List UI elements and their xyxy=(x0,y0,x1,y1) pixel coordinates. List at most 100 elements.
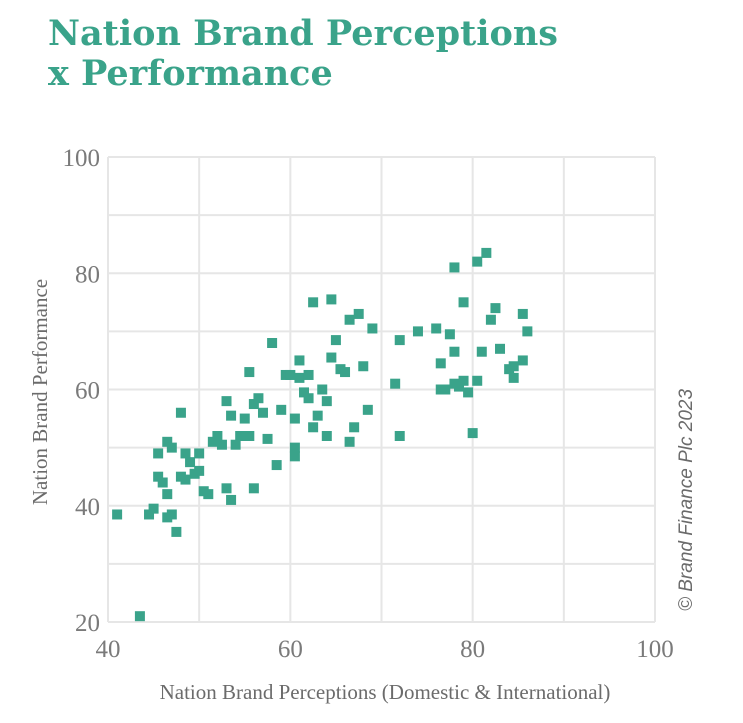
data-point xyxy=(362,404,373,415)
data-point xyxy=(276,404,287,415)
data-point xyxy=(326,352,337,363)
data-point xyxy=(216,439,227,450)
data-point xyxy=(289,451,300,462)
data-point xyxy=(367,323,378,334)
data-point xyxy=(308,297,319,308)
data-point xyxy=(162,436,173,447)
x-tick-label: 80 xyxy=(460,636,485,663)
x-tick-label: 60 xyxy=(278,636,303,663)
data-point xyxy=(194,448,205,459)
data-point xyxy=(481,247,492,258)
chart-title-line-2: x Performance xyxy=(48,53,333,94)
data-point xyxy=(440,384,451,395)
data-point xyxy=(294,355,305,366)
data-point xyxy=(212,431,223,441)
data-point xyxy=(180,474,191,485)
data-point xyxy=(358,361,369,372)
data-point xyxy=(289,442,300,453)
data-point xyxy=(221,396,232,407)
data-point xyxy=(303,393,314,404)
data-point xyxy=(148,503,159,514)
y-tick-label: 80 xyxy=(75,261,100,288)
data-point xyxy=(463,387,474,398)
data-point xyxy=(157,477,168,488)
data-point xyxy=(394,431,405,441)
data-point xyxy=(390,378,401,389)
data-point xyxy=(431,323,442,334)
data-point xyxy=(344,436,355,447)
data-point xyxy=(317,384,328,395)
data-point xyxy=(221,483,232,494)
data-point xyxy=(321,431,332,441)
data-point xyxy=(153,471,164,482)
data-point xyxy=(458,375,469,386)
data-point xyxy=(162,489,173,500)
data-point xyxy=(490,303,501,314)
y-tick-label: 60 xyxy=(75,378,100,405)
grid-lines xyxy=(107,156,656,623)
data-point xyxy=(472,256,483,267)
data-point xyxy=(289,413,300,424)
data-point xyxy=(271,460,282,471)
data-point xyxy=(330,335,341,346)
data-point xyxy=(453,381,464,392)
data-point xyxy=(166,509,177,520)
data-point xyxy=(235,431,246,441)
data-point xyxy=(226,410,237,421)
scatter-points xyxy=(112,247,533,622)
data-point xyxy=(353,308,364,319)
data-point xyxy=(203,489,214,500)
y-tick-label: 40 xyxy=(75,494,100,521)
data-point xyxy=(175,407,186,418)
data-point xyxy=(508,361,519,372)
data-point xyxy=(508,372,519,383)
y-tick-label: 20 xyxy=(75,610,100,637)
data-point xyxy=(467,428,478,439)
data-point xyxy=(472,375,483,386)
data-point xyxy=(517,308,528,319)
x-tick-labels: 40 60 80 100 xyxy=(96,636,674,663)
x-tick-label: 40 xyxy=(96,636,121,663)
data-point xyxy=(495,343,506,354)
data-point xyxy=(303,369,314,380)
data-point xyxy=(349,422,360,433)
data-point xyxy=(180,448,191,459)
data-point xyxy=(444,329,455,340)
data-point xyxy=(244,431,255,441)
data-point xyxy=(185,457,196,468)
data-point xyxy=(476,346,487,357)
data-point xyxy=(144,509,155,520)
data-point xyxy=(134,611,145,622)
data-point xyxy=(294,372,305,383)
data-point xyxy=(340,367,351,378)
chart-title-line-1: Nation Brand Perceptions xyxy=(48,13,559,54)
data-point xyxy=(207,436,218,447)
data-point xyxy=(257,407,268,418)
y-tick-label: 100 xyxy=(63,145,101,172)
data-point xyxy=(253,393,264,404)
data-point xyxy=(226,494,237,505)
data-point xyxy=(394,335,405,346)
data-point xyxy=(326,294,337,305)
data-point xyxy=(244,367,255,378)
data-point xyxy=(267,338,278,348)
data-point xyxy=(230,439,241,450)
data-point xyxy=(308,422,319,433)
data-point xyxy=(522,326,533,337)
data-point xyxy=(262,433,273,444)
data-point xyxy=(485,314,496,325)
x-tick-label: 100 xyxy=(636,636,674,663)
data-point xyxy=(248,483,259,494)
data-point xyxy=(239,413,250,424)
data-point xyxy=(412,326,423,337)
data-point xyxy=(248,399,259,410)
x-axis-title: Nation Brand Perceptions (Domestic & Int… xyxy=(160,680,611,704)
data-point xyxy=(435,358,446,369)
data-point xyxy=(312,410,323,421)
data-point xyxy=(321,396,332,407)
data-point xyxy=(458,297,469,308)
y-tick-labels: 20 40 60 80 100 xyxy=(63,145,101,637)
data-point xyxy=(344,314,355,325)
data-point xyxy=(517,355,528,366)
